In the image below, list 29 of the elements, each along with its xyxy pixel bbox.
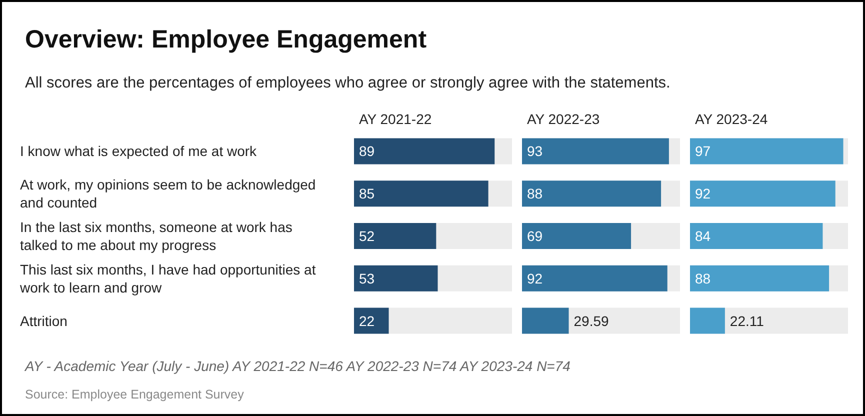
data-label: 93 xyxy=(527,143,543,160)
bar xyxy=(690,308,725,334)
data-label: 92 xyxy=(695,186,711,202)
data-label: 85 xyxy=(359,186,375,202)
y-tick-label: This last six months, I have had opportunities at work to learn and grow xyxy=(19,261,320,296)
y-tick-label: In the last six months, someone at work has talked to me about my progress xyxy=(20,219,296,253)
y-tick-label: I know what is expected of me at work xyxy=(20,143,258,160)
data-label: 89 xyxy=(359,143,375,160)
text: Overview: Employee Engagement xyxy=(25,26,428,54)
chart-title: AY 2021-22 xyxy=(359,111,432,127)
data-label: 92 xyxy=(527,270,543,286)
data-label: 22 xyxy=(359,312,375,329)
text: AY - Academic Year (July - June) AY 2021-22 N=46 AY 2022-23 N=74 AY 2023-24 N=74 xyxy=(24,358,571,374)
bar xyxy=(354,308,389,334)
data-label: 52 xyxy=(359,228,375,244)
data-label: 84 xyxy=(695,228,711,244)
y-tick-label: Attrition xyxy=(20,312,68,329)
data-label: 22.11 xyxy=(730,312,764,329)
y-tick-label: At work, my opinions seem to be acknowledged and counted xyxy=(20,176,320,211)
data-label: 88 xyxy=(695,270,711,286)
data-label: 53 xyxy=(359,270,375,286)
text: All scores are the percentages of employees who agree or strongly agree with the statements. xyxy=(25,74,670,92)
source-note: Source: Employee Engagement Survey xyxy=(25,388,245,402)
data-label: 97 xyxy=(695,143,711,160)
data-label: 88 xyxy=(527,186,543,202)
data-label: 29.59 xyxy=(574,312,609,329)
chart-title: AY 2022-23 xyxy=(527,111,600,127)
data-label: 69 xyxy=(527,228,543,244)
chart-title: AY 2023-24 xyxy=(695,111,768,127)
